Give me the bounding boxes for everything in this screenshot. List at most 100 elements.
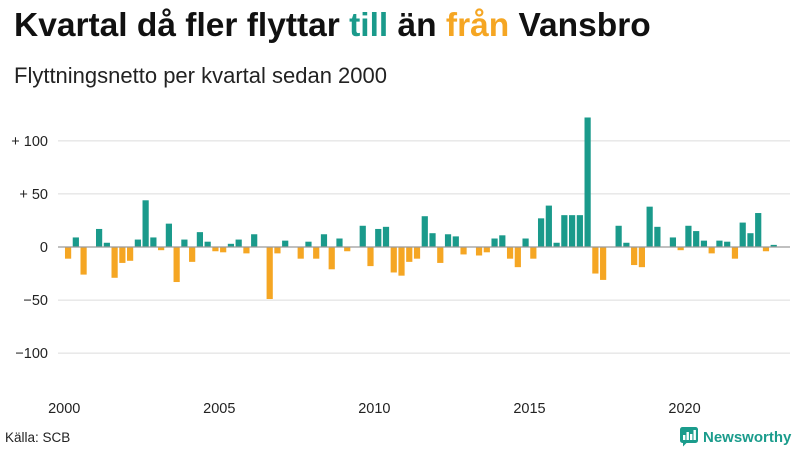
bar [367,247,374,267]
chart-subtitle: Flyttningsnetto per kvartal sedan 2000 [14,63,388,88]
bar [654,226,661,247]
bar [220,247,227,253]
bar [336,238,343,247]
bar [553,242,560,247]
bar [762,247,770,252]
bar [212,247,219,252]
bar [437,247,444,263]
gridlines [58,140,790,354]
bar [111,247,118,278]
bar [196,232,204,247]
y-tick-label: 0 [40,240,48,256]
bars [64,117,777,300]
logo-bubble-tail [683,442,688,447]
bar [514,247,521,268]
bar [537,218,545,247]
bar [158,247,165,251]
bar [103,242,110,247]
title-text: än [388,7,446,44]
newsworthy-logo-icon [680,427,698,447]
bar [421,216,428,247]
x-axis: 2000 2005 2010 2015 2020 [48,401,701,417]
bar [282,240,289,247]
bar [700,240,708,247]
y-tick-label: + 50 [19,187,48,203]
bar [669,237,677,247]
x-tick-label: 2020 [668,401,700,417]
bar [235,239,242,247]
bar [375,228,382,247]
bar [266,247,273,300]
bar [452,236,459,247]
bar [716,240,723,247]
bar [204,241,211,247]
bar [382,226,390,247]
title-highlight-till: till [349,7,389,44]
bar [127,247,134,261]
bar [475,247,483,256]
bar [739,222,746,247]
bar [134,239,141,247]
bar [747,233,754,247]
bar [274,247,281,254]
bar [398,247,405,276]
bar [119,247,126,263]
bar [189,247,196,262]
bar [646,206,653,247]
bar [584,117,591,247]
bar [561,215,568,247]
y-tick-label: −100 [15,346,48,362]
bar [72,237,79,247]
y-axis: + 100 + 50 0 −50 −100 [11,134,48,362]
bar [429,233,436,247]
logo-bar [693,430,696,440]
bar [251,234,258,247]
bar [615,225,622,247]
bar [638,247,645,268]
bar [631,247,638,266]
bar [731,247,739,259]
bar [173,247,180,283]
bar [600,247,607,280]
bar [95,228,103,247]
bar [576,215,583,247]
bar [80,247,87,275]
bar [677,247,684,251]
bar [499,235,506,247]
brand-name: Newsworthy [703,429,792,446]
bar [305,241,312,247]
bar [460,247,467,255]
bar [693,231,700,247]
bar [243,247,250,254]
bar [770,244,777,247]
y-tick-label: −50 [23,293,48,309]
bar [755,213,762,247]
bar [530,247,537,259]
bar [320,234,328,247]
bar [390,247,397,273]
x-tick-label: 2010 [358,401,390,417]
bar [444,234,452,247]
x-tick-label: 2005 [203,401,235,417]
logo-bar [686,432,689,440]
y-tick-label: + 100 [11,134,48,150]
bar [592,247,599,274]
logo-bar [690,434,693,440]
bar [483,247,490,253]
logo-bar [683,435,686,440]
bar [313,247,320,259]
chart-title: Kvartal då fler flyttar till än från Van… [14,9,651,43]
bar [344,247,351,252]
bar [142,200,149,247]
bar [569,215,576,247]
source-note: Källa: SCB [5,430,71,445]
x-tick-label: 2000 [48,401,80,417]
bar [297,247,304,259]
bar [724,241,731,247]
title-highlight-fran: från [445,7,510,44]
bar [64,247,72,259]
x-tick-label: 2015 [513,401,545,417]
bar [506,247,514,259]
